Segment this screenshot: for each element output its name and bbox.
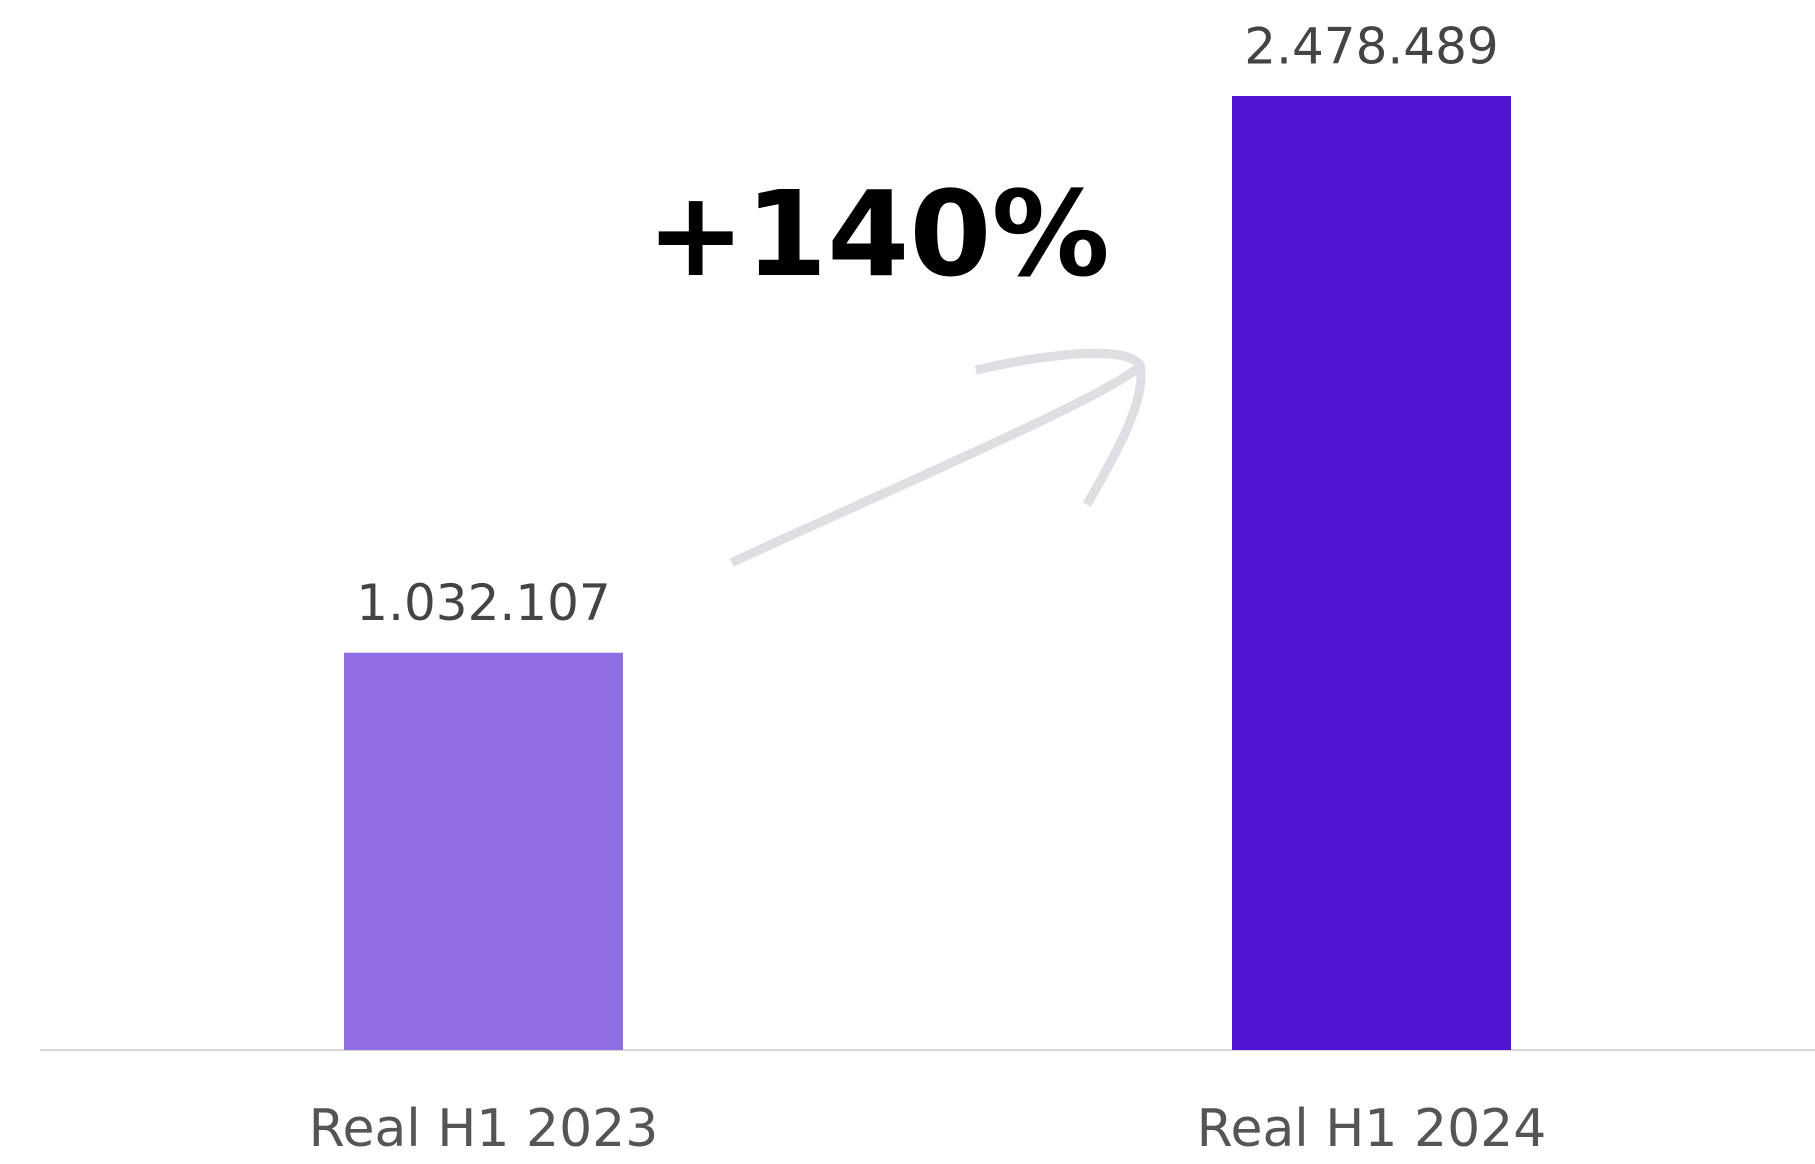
growth-arrow	[729, 348, 1146, 567]
growth-annotation: +140%	[646, 165, 1109, 303]
bar	[344, 652, 623, 1050]
x-tick-label: Real H1 2023	[309, 1099, 659, 1159]
value-label: 1.032.107	[356, 574, 610, 632]
x-tick-label: Real H1 2024	[1197, 1099, 1547, 1159]
value-label: 2.478.489	[1244, 18, 1498, 76]
bar	[1232, 96, 1511, 1050]
